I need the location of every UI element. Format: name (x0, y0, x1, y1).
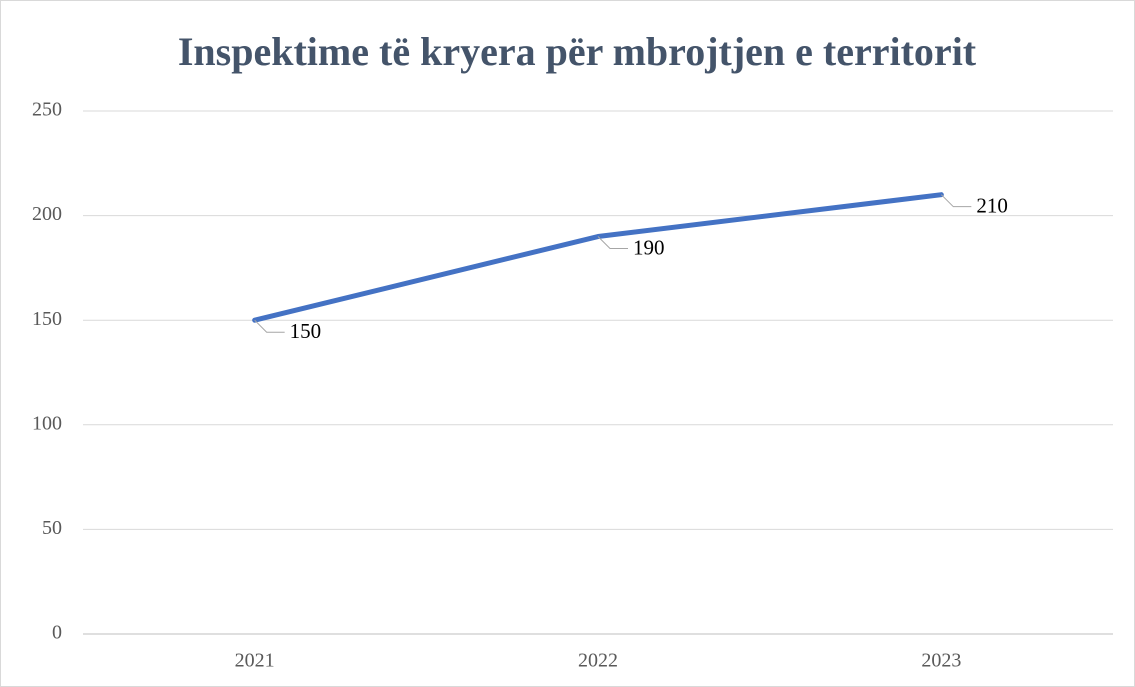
data-label: 150 (290, 319, 322, 343)
y-tick-label: 100 (32, 412, 62, 434)
x-tick-label: 2022 (578, 650, 618, 672)
leader-line (940, 194, 972, 208)
y-tick-label: 0 (52, 622, 62, 644)
leader-line (597, 236, 628, 250)
y-tick-label: 150 (32, 308, 62, 330)
y-tick-label: 200 (32, 203, 62, 225)
y-tick-label: 50 (42, 517, 62, 539)
data-label: 190 (633, 235, 665, 259)
chart-title: Inspektime të kryera për mbrojtjen e ter… (178, 29, 977, 74)
y-tick-label: 250 (32, 99, 62, 121)
leader-line (254, 319, 285, 333)
data-label: 210 (976, 193, 1008, 217)
x-tick-label: 2023 (921, 650, 961, 672)
x-tick-label: 2021 (235, 650, 275, 672)
